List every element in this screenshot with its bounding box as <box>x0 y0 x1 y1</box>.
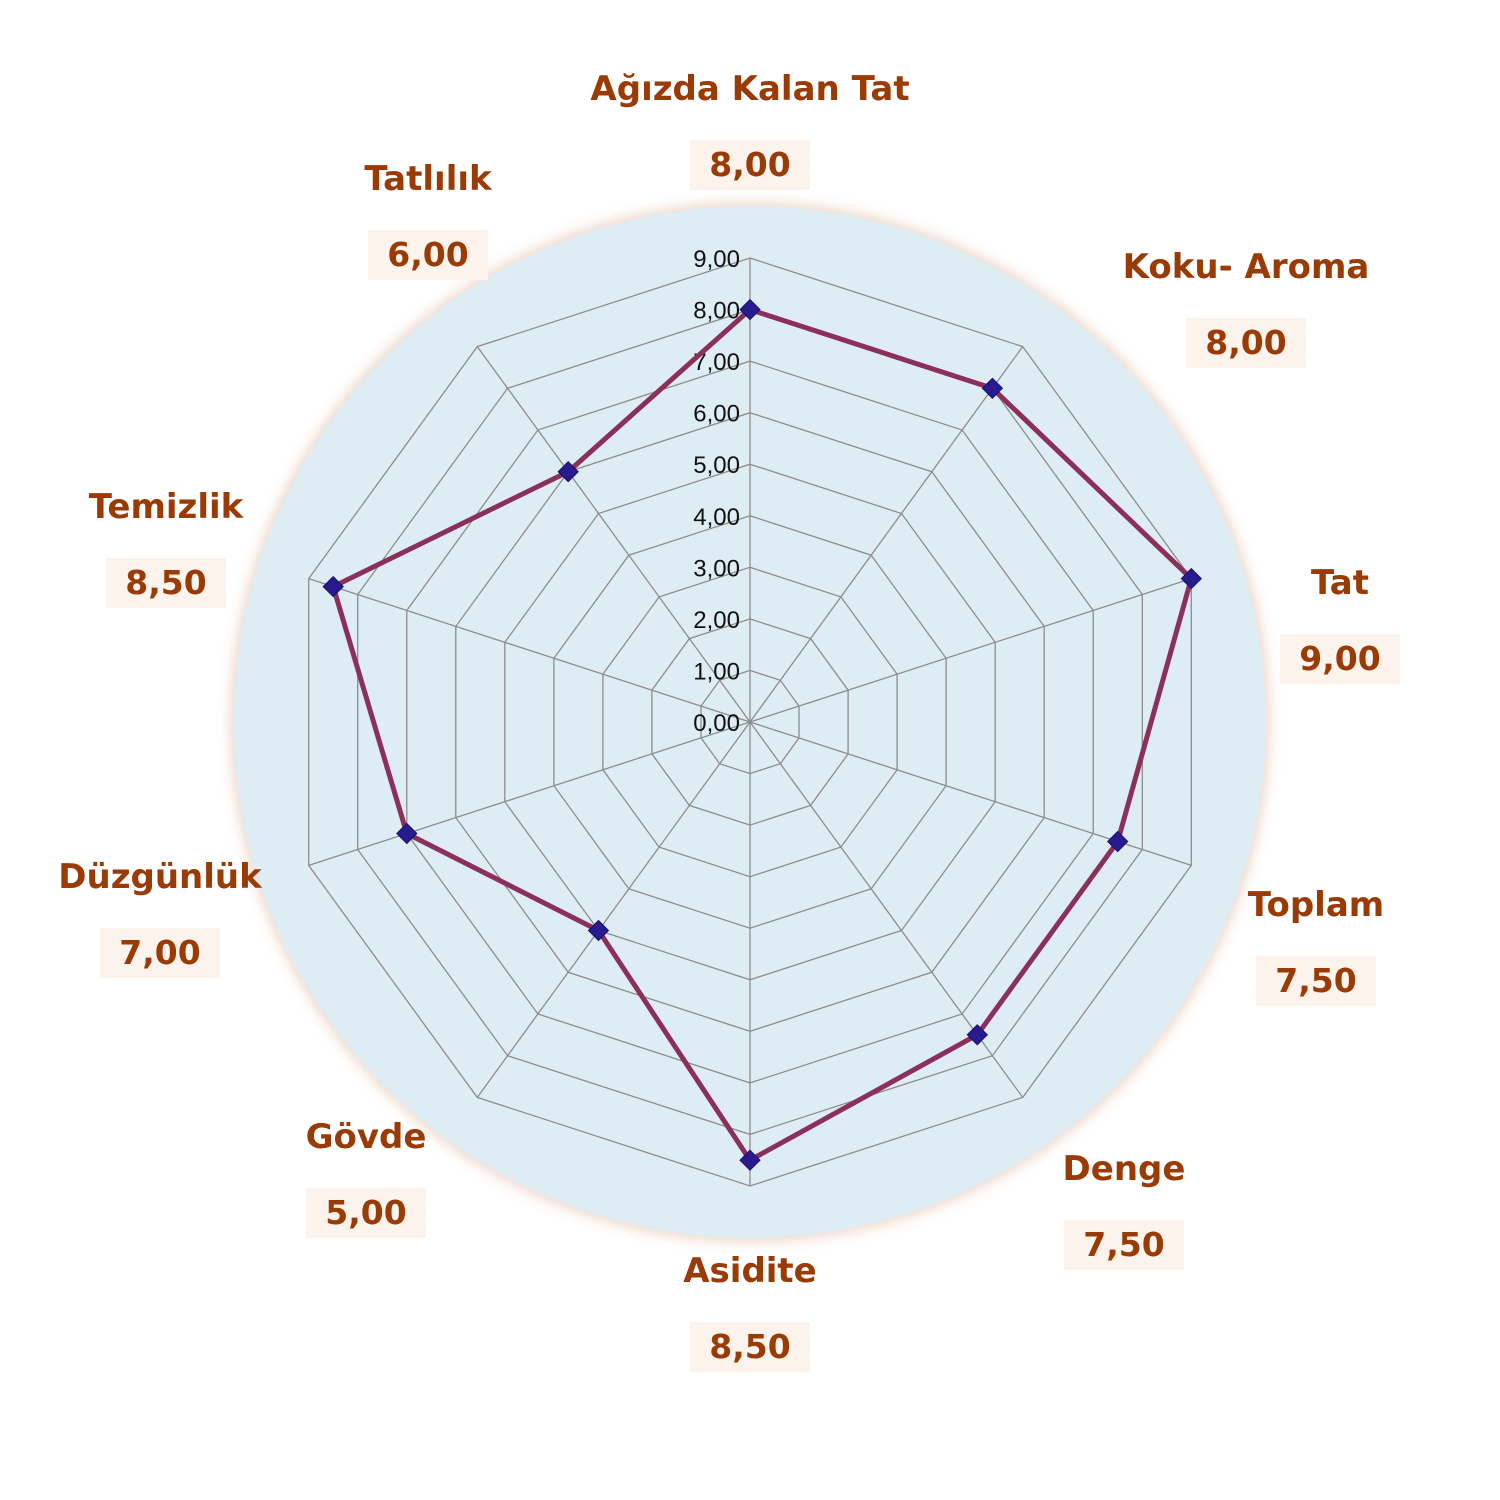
grid <box>308 257 1192 1187</box>
category-label: Koku- Aroma <box>1123 247 1370 287</box>
data-point <box>587 919 610 942</box>
value-label: 8,00 <box>709 145 790 184</box>
value-label: 6,00 <box>387 235 468 274</box>
category-label: Denge <box>1063 1149 1186 1189</box>
value-label-box <box>1064 1220 1184 1270</box>
value-label: 5,00 <box>325 1193 406 1232</box>
data-point <box>981 377 1004 400</box>
data-point <box>1106 830 1129 853</box>
value-label-box <box>106 558 226 608</box>
value-label: 8,50 <box>709 1327 790 1366</box>
data-point <box>739 1149 761 1171</box>
category-label: Gövde <box>306 1117 427 1157</box>
value-label: 7,50 <box>1083 1225 1164 1264</box>
grid-spoke <box>749 346 1024 723</box>
grid-spoke <box>749 577 1192 723</box>
value-label: 8,50 <box>125 563 206 602</box>
category-label: Temizlik <box>89 487 245 527</box>
tick-label: 2,00 <box>693 607 740 634</box>
tick-label: 0,00 <box>693 710 740 737</box>
data-point <box>966 1024 989 1046</box>
tick-label: 9,00 <box>693 246 740 273</box>
category-label: Tatlılık <box>364 159 493 199</box>
grid-spoke <box>476 721 751 1098</box>
tick-label: 4,00 <box>693 504 740 531</box>
tick-label: 5,00 <box>693 452 740 479</box>
category-label: Toplam <box>1248 885 1384 925</box>
grid-spoke <box>308 721 751 867</box>
data-point <box>739 298 761 321</box>
value-label: 7,00 <box>119 933 200 972</box>
grid-spoke <box>308 577 751 723</box>
value-label-box <box>690 1322 810 1372</box>
value-label-box <box>368 230 488 280</box>
tick-label: 6,00 <box>693 401 740 428</box>
value-label: 9,00 <box>1299 639 1380 678</box>
tick-labels: 0,001,002,003,004,005,006,007,008,009,00 <box>693 246 740 737</box>
category-label: Düzgünlük <box>58 857 263 897</box>
series <box>322 298 1203 1171</box>
category-labels: Ağızda Kalan Tat 8,00 Koku- Aroma 8,00 Tat 9,… <box>58 69 1400 1372</box>
category-label: Asidite <box>683 1251 817 1291</box>
grid-spoke <box>476 346 751 723</box>
value-label-box <box>1186 318 1306 368</box>
value-label-box <box>1256 956 1376 1006</box>
value-label-box <box>306 1188 426 1238</box>
value-label: 7,50 <box>1275 961 1356 1000</box>
value-label-box <box>100 928 220 978</box>
value-label-box <box>690 140 810 190</box>
data-point <box>557 460 579 483</box>
tick-label: 8,00 <box>693 298 740 325</box>
data-point <box>322 575 344 598</box>
value-label: 8,00 <box>1205 323 1286 362</box>
category-label: Ağızda Kalan Tat <box>590 69 909 109</box>
tick-label: 3,00 <box>693 555 740 582</box>
tick-label: 1,00 <box>693 658 740 685</box>
category-label: Tat <box>1311 563 1369 603</box>
value-label-box <box>1280 634 1400 684</box>
data-point <box>396 822 418 845</box>
data-point <box>1180 567 1203 590</box>
